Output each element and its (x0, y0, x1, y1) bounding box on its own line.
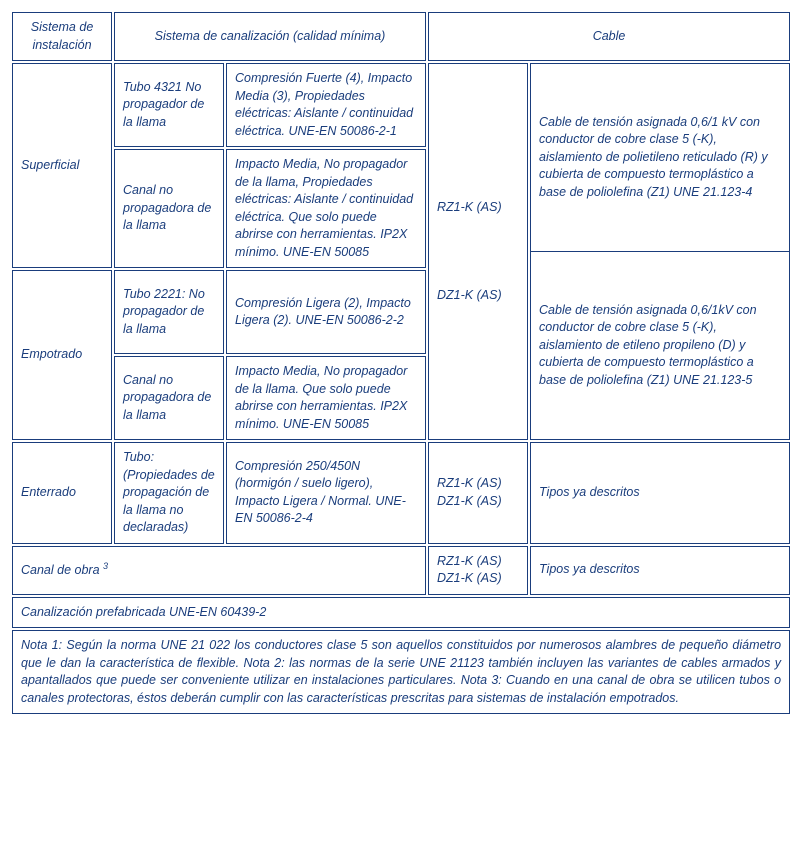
cell-cable1: Cable de tensión asignada 0,6/1 kV con c… (531, 64, 789, 252)
cell-r3c2: Compresión Ligera (2), Impacto Ligera (2… (226, 270, 426, 354)
header-sistema-canalizacion: Sistema de canalización (calidad mínima) (114, 12, 426, 61)
cell-r3c1: Tubo 2221: No propagador de la llama (114, 270, 224, 354)
cell-r1c1: Tubo 4321 No propagador de la llama (114, 63, 224, 147)
cell-enterrado: Enterrado (12, 442, 112, 544)
header-cable: Cable (428, 12, 790, 61)
label-canal-obra: Canal de obra (21, 563, 100, 577)
cell-prefab: Canalización prefabricada UNE-EN 60439-2 (12, 597, 790, 629)
cell-r5c2: Compresión 250/450N (hormigón / suelo li… (226, 442, 426, 544)
cell-r5c4: Tipos ya descritos (530, 442, 790, 544)
sup-3: 3 (103, 561, 108, 571)
cell-r4c1: Canal no propagadora de la llama (114, 356, 224, 440)
cell-canal-obra: Canal de obra 3 (12, 546, 426, 595)
installation-table: Sistema de instalación Sistema de canali… (10, 10, 792, 716)
label-dz1k: DZ1-K (AS) (437, 287, 519, 305)
cell-r5c3: RZ1-K (AS) DZ1-K (AS) (428, 442, 528, 544)
cell-r1c2: Compresión Fuerte (4), Impacto Media (3)… (226, 63, 426, 147)
cell-cable2: Cable de tensión asignada 0,6/1kV con co… (531, 252, 789, 439)
header-sistema-instalacion: Sistema de instalación (12, 12, 112, 61)
label-rz1k: RZ1-K (AS) (437, 199, 519, 217)
cell-r4c2: Impacto Media, No propagador de la llama… (226, 356, 426, 440)
cell-notes: Nota 1: Según la norma UNE 21 022 los co… (12, 630, 790, 714)
cell-r6c3: RZ1-K (AS) DZ1-K (AS) (428, 546, 528, 595)
cell-empotrado: Empotrado (12, 270, 112, 440)
cell-r6c4: Tipos ya descritos (530, 546, 790, 595)
cell-r5c1: Tubo: (Propiedades de propagación de la … (114, 442, 224, 544)
cell-r2c1: Canal no propagadora de la llama (114, 149, 224, 268)
cell-rz1k: RZ1-K (AS) DZ1-K (AS) (428, 63, 528, 440)
cell-r2c2: Impacto Media, No propagador de la llama… (226, 149, 426, 268)
cell-superficial: Superficial (12, 63, 112, 268)
cell-cable-group: Cable de tensión asignada 0,6/1 kV con c… (530, 63, 790, 440)
